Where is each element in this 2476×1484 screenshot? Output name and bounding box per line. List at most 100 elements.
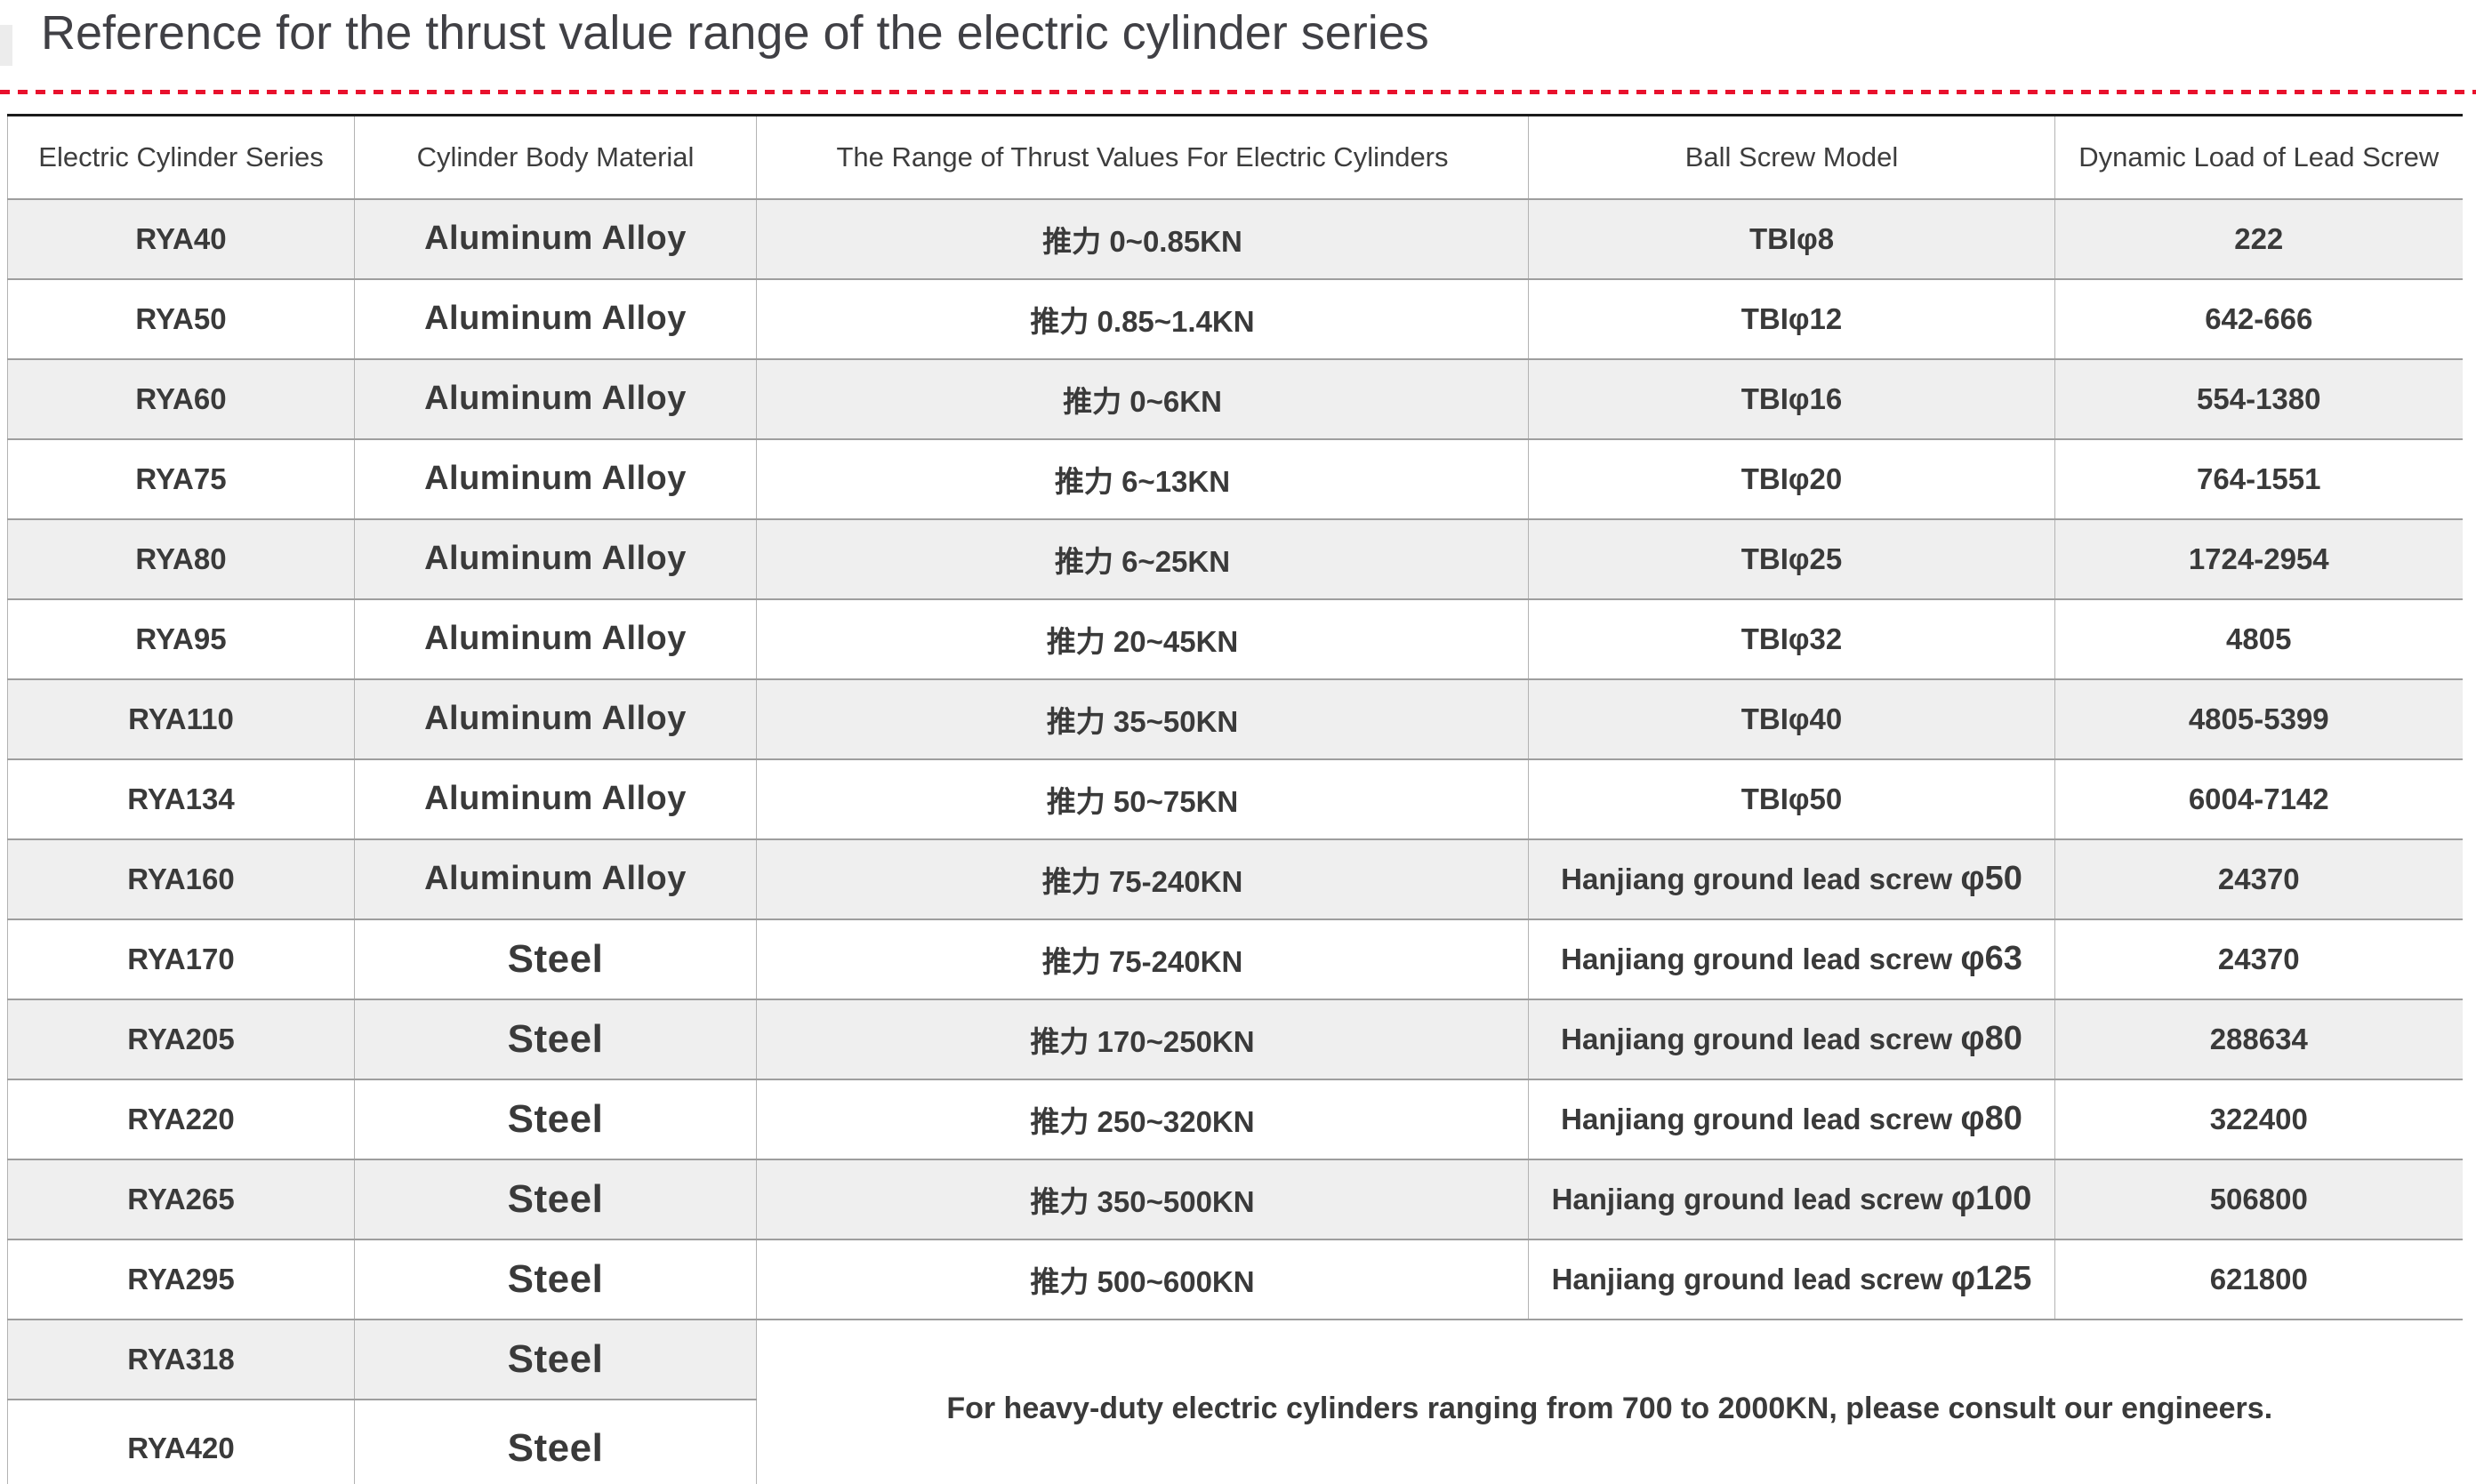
cell-material: Aluminum Alloy <box>354 838 757 919</box>
cell-material: Aluminum Alloy <box>354 197 757 279</box>
header-row: Electric Cylinder Series Cylinder Body Ma… <box>7 115 2463 199</box>
cell-material: Aluminum Alloy <box>354 517 757 599</box>
screw-diameter: φ63 <box>1960 940 2022 977</box>
cell-thrust: 推力 500~600KN <box>756 1238 1529 1320</box>
cell-dynamic-load: 6004-7142 <box>2054 758 2463 839</box>
cell-ball-screw-model: Hanjiang ground lead screw φ80 <box>1528 998 2055 1079</box>
cell-series: RYA60 <box>7 357 355 439</box>
table-row: RYA220 Steel 推力 250~320KN Hanjiang ground l… <box>7 1078 2463 1159</box>
cell-material: Aluminum Alloy <box>354 678 757 759</box>
cell-series: RYA318 <box>7 1318 355 1400</box>
cell-series: RYA134 <box>7 758 355 839</box>
cell-series: RYA295 <box>7 1238 355 1320</box>
cell-ball-screw-model: TBIφ25 <box>1528 517 2055 599</box>
cell-ball-screw-model: TBIφ40 <box>1528 678 2055 759</box>
cell-material: Aluminum Alloy <box>354 758 757 839</box>
cell-thrust: 推力 350~500KN <box>756 1158 1529 1239</box>
cell-material: Steel <box>354 1318 757 1400</box>
cell-dynamic-load: 4805-5399 <box>2054 678 2463 759</box>
cell-material: Steel <box>354 1078 757 1159</box>
cell-ball-screw-model: TBIφ50 <box>1528 758 2055 839</box>
title-bullet-artifact <box>0 25 12 66</box>
cell-series: RYA170 <box>7 918 355 999</box>
cell-ball-screw-model: Hanjiang ground lead screw φ125 <box>1528 1238 2055 1320</box>
table-row: RYA40 Aluminum Alloy 推力 0~0.85KN TBIφ8 222 <box>7 197 2463 279</box>
table-row: RYA95 Aluminum Alloy 推力 20~45KN TBIφ32 4805 <box>7 598 2463 679</box>
page-title: Reference for the thrust value range of … <box>41 6 1429 60</box>
cell-thrust: 推力 50~75KN <box>756 758 1529 839</box>
cell-dynamic-load: 222 <box>2054 197 2463 279</box>
cell-dynamic-load: 4805 <box>2054 598 2463 679</box>
column-header: Dynamic Load of Lead Screw <box>2054 115 2463 199</box>
cell-dynamic-load: 24370 <box>2054 918 2463 999</box>
thrust-reference-table: Electric Cylinder Series Cylinder Body Ma… <box>7 114 2463 1484</box>
screw-diameter: φ100 <box>1950 1180 2032 1217</box>
cell-material: Steel <box>354 1238 757 1320</box>
cell-material: Steel <box>354 1398 757 1484</box>
table-row: RYA75 Aluminum Alloy 推力 6~13KN TBIφ20 764-15… <box>7 437 2463 519</box>
table-row: RYA110 Aluminum Alloy 推力 35~50KN TBIφ40 4805… <box>7 678 2463 759</box>
table-row: RYA134 Aluminum Alloy 推力 50~75KN TBIφ50 6004… <box>7 758 2463 839</box>
cell-material: Aluminum Alloy <box>354 437 757 519</box>
cell-series: RYA265 <box>7 1158 355 1239</box>
cell-series: RYA420 <box>7 1398 355 1484</box>
cell-material: Steel <box>354 1158 757 1239</box>
table-row: RYA420 Steel <box>7 1398 2463 1484</box>
cell-thrust: 推力 0~6KN <box>756 357 1529 439</box>
cell-ball-screw-model: Hanjiang ground lead screw φ80 <box>1528 1078 2055 1159</box>
table-row: RYA205 Steel 推力 170~250KN Hanjiang ground l… <box>7 998 2463 1079</box>
table-row: RYA295 Steel 推力 500~600KN Hanjiang ground l… <box>7 1238 2463 1320</box>
cell-material: Steel <box>354 998 757 1079</box>
table-row: RYA318 Steel For heavy-duty electric cylin… <box>7 1318 2463 1484</box>
cell-ball-screw-model: TBIφ32 <box>1528 598 2055 679</box>
cell-series: RYA205 <box>7 998 355 1079</box>
cell-dynamic-load: 288634 <box>2054 998 2463 1079</box>
cell-thrust: 推力 6~13KN <box>756 437 1529 519</box>
cell-ball-screw-model: Hanjiang ground lead screw φ63 <box>1528 918 2055 999</box>
cell-dynamic-load: 621800 <box>2054 1238 2463 1320</box>
cell-ball-screw-model: TBIφ20 <box>1528 437 2055 519</box>
cell-ball-screw-model: TBIφ8 <box>1528 197 2055 279</box>
red-dashed-divider <box>0 90 2476 94</box>
screw-diameter: φ50 <box>1960 860 2022 897</box>
cell-ball-screw-model: Hanjiang ground lead screw φ100 <box>1528 1158 2055 1239</box>
table-row: RYA160 Aluminum Alloy 推力 75-240KN Hanjiang … <box>7 838 2463 919</box>
cell-series: RYA220 <box>7 1078 355 1159</box>
screw-diameter: φ125 <box>1950 1260 2032 1297</box>
cell-series: RYA40 <box>7 197 355 279</box>
screw-diameter: φ80 <box>1960 1100 2022 1137</box>
cell-thrust: 推力 170~250KN <box>756 998 1529 1079</box>
cell-thrust: 推力 35~50KN <box>756 678 1529 759</box>
cell-series: RYA75 <box>7 437 355 519</box>
cell-dynamic-load: 506800 <box>2054 1158 2463 1239</box>
cell-thrust: 推力 0~0.85KN <box>756 197 1529 279</box>
cell-material: Steel <box>354 918 757 999</box>
cell-thrust: 推力 6~25KN <box>756 517 1529 599</box>
cell-material: Aluminum Alloy <box>354 277 757 359</box>
column-header: The Range of Thrust Values For Electric … <box>756 115 1529 199</box>
cell-series: RYA80 <box>7 517 355 599</box>
cell-dynamic-load: 322400 <box>2054 1078 2463 1159</box>
heavy-duty-note: For heavy-duty electric cylinders rangin… <box>756 1318 2463 1484</box>
cell-thrust: 推力 75-240KN <box>756 918 1529 999</box>
column-header: Ball Screw Model <box>1528 115 2055 199</box>
cell-dynamic-load: 24370 <box>2054 838 2463 919</box>
cell-series: RYA50 <box>7 277 355 359</box>
cell-ball-screw-model: Hanjiang ground lead screw φ50 <box>1528 838 2055 919</box>
column-header: Electric Cylinder Series <box>7 115 355 199</box>
cell-dynamic-load: 1724-2954 <box>2054 517 2463 599</box>
cell-thrust: 推力 75-240KN <box>756 838 1529 919</box>
cell-dynamic-load: 642-666 <box>2054 277 2463 359</box>
table-row: RYA50 Aluminum Alloy 推力 0.85~1.4KN TBIφ12 64… <box>7 277 2463 359</box>
cell-dynamic-load: 764-1551 <box>2054 437 2463 519</box>
table-row: RYA80 Aluminum Alloy 推力 6~25KN TBIφ25 1724-2… <box>7 517 2463 599</box>
table-row: RYA60 Aluminum Alloy 推力 0~6KN TBIφ16 554-138… <box>7 357 2463 439</box>
cell-thrust: 推力 20~45KN <box>756 598 1529 679</box>
cell-thrust: 推力 250~320KN <box>756 1078 1529 1159</box>
cell-series: RYA160 <box>7 838 355 919</box>
table-row: RYA170 Steel 推力 75-240KN Hanjiang ground le… <box>7 918 2463 999</box>
cell-series: RYA110 <box>7 678 355 759</box>
cell-series: RYA95 <box>7 598 355 679</box>
cell-dynamic-load: 554-1380 <box>2054 357 2463 439</box>
